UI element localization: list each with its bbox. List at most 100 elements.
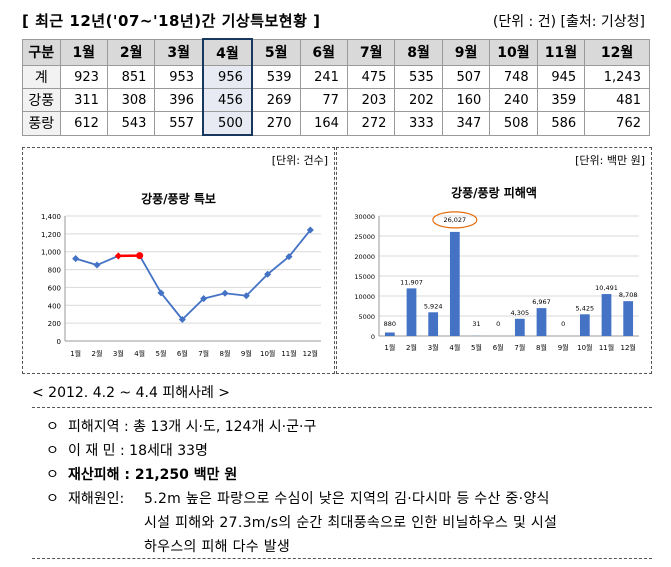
- table-cell: 500: [202, 111, 253, 136]
- series-line: [75, 229, 312, 321]
- x-tick-label: 2월: [92, 349, 103, 358]
- case-value: 총 13개 시·도, 124개 시·군·구: [133, 419, 317, 435]
- column-header: 3월: [154, 38, 204, 66]
- table-cell: 543: [106, 111, 156, 136]
- bullet: ㅇ: [46, 419, 59, 435]
- row-header: 계: [22, 65, 61, 89]
- data-point: [221, 289, 229, 297]
- x-tick-label: 1월: [70, 349, 81, 358]
- warnings-line-chart: 0 200 400 600 800 1,000 1,200 1,400 1월 2월 3월 4월 5월 6월…: [41, 213, 321, 358]
- data-label: 11,907: [400, 278, 423, 286]
- case-label: 피해지역 :: [68, 419, 129, 435]
- highlight-ellipse: [432, 211, 478, 229]
- table-cell: 272: [346, 111, 396, 136]
- cause-text-line: 5.2m 높은 파랑으로 수심이 낮은 지역의 김·다시마 등 수산 중·양식: [144, 491, 550, 507]
- bar: [406, 288, 417, 336]
- column-header: 구분: [22, 38, 61, 66]
- table-cell: 612: [59, 111, 108, 136]
- column-header: 1월: [59, 38, 108, 66]
- case-item-victims: ㅇ 이 재 민 : 18세대 33명: [46, 440, 208, 460]
- table-cell: 535: [394, 65, 443, 89]
- divider: [32, 558, 652, 559]
- damage-chart-panel: [단위: 백만 원] 강풍/풍랑 피해액 0 5000 10000 15000 2000…: [336, 147, 652, 374]
- table-cell: 241: [299, 65, 348, 89]
- row-header: 강풍: [22, 88, 61, 112]
- y-tick-label: 30000: [354, 213, 375, 221]
- bar: [449, 231, 460, 336]
- table-cell: 333: [394, 111, 443, 136]
- x-tick-label: 9월: [241, 349, 252, 358]
- column-header: 11월: [536, 38, 586, 66]
- y-tick-label: 800: [48, 267, 61, 275]
- chart-unit-label: [단위: 백만 원]: [575, 154, 645, 167]
- x-tick-label: 4월: [134, 349, 145, 358]
- y-tick-label: 0: [371, 333, 375, 341]
- x-tick-label: 8월: [536, 343, 547, 352]
- cases-header: < 2012. 4.2 ~ 4.4 피해사례 >: [32, 385, 231, 401]
- table-cell: 748: [489, 65, 538, 89]
- table-cell: 507: [441, 65, 491, 89]
- column-header: 2월: [106, 38, 156, 66]
- row-header: 풍랑: [22, 111, 61, 136]
- column-header: 5월: [251, 38, 301, 66]
- x-tick-label: 6월: [493, 343, 504, 352]
- table-cell: 586: [536, 111, 586, 136]
- table-cell: 851: [106, 65, 156, 89]
- unit-source-label: (단위 : 건) [출처: 기상청]: [492, 14, 645, 30]
- table-cell: 923: [59, 65, 108, 89]
- y-tick-label: 1,200: [41, 231, 61, 239]
- column-header: 6월: [299, 38, 348, 66]
- table-cell: 311: [59, 88, 108, 112]
- bar: [384, 332, 395, 336]
- table-cell: 475: [346, 65, 396, 89]
- case-label: 이 재 민 :: [68, 443, 125, 459]
- case-label: 재해원인:: [68, 491, 125, 507]
- bullet: ㅇ: [46, 467, 59, 483]
- y-tick-label: 15000: [354, 273, 375, 281]
- case-item-region: ㅇ 피해지역 : 총 13개 시·도, 124개 시·군·구: [46, 416, 316, 436]
- y-tick-label: 600: [48, 284, 61, 292]
- table-cell: 308: [106, 88, 156, 112]
- table-cell: 347: [441, 111, 491, 136]
- x-tick-label: 12월: [620, 343, 635, 352]
- cause-text-line: 시설 피해와 27.3m/s의 순간 최대풍속으로 인한 비닐하우스 및 시설: [144, 515, 558, 531]
- data-label: 0: [561, 320, 565, 328]
- table-cell: 270: [251, 111, 301, 136]
- data-point: [200, 295, 208, 303]
- table-header-row: 구분 1월 2월 3월 4월 5월 6월 7월 8월 9월 10월 11월 12…: [22, 38, 650, 66]
- data-point: [157, 289, 165, 297]
- chart-title: 강풍/풍랑 특보: [141, 192, 216, 206]
- case-value: 21,250 백만 원: [134, 467, 238, 483]
- column-header: 10월: [489, 38, 538, 66]
- data-label: 4,305: [511, 309, 530, 317]
- column-header: 8월: [394, 38, 443, 66]
- data-label: 10,491: [595, 284, 618, 292]
- x-tick-label: 4월: [449, 343, 460, 352]
- column-header: 7월: [346, 38, 396, 66]
- y-tick-label: 20000: [354, 253, 375, 261]
- case-label: 재산피해 :: [68, 467, 130, 483]
- bar: [428, 312, 439, 336]
- chart-unit-label: [단위: 건수]: [271, 154, 328, 167]
- case-item-cause: ㅇ 재해원인:: [46, 488, 124, 508]
- y-tick-label: 200: [48, 320, 61, 328]
- y-tick-label: 400: [48, 302, 61, 310]
- table-cell: 953: [154, 65, 204, 89]
- x-tick-label: 6월: [177, 349, 188, 358]
- cause-text-line: 하우스의 피해 다수 발생: [144, 539, 291, 555]
- x-tick-label: 1월: [384, 343, 395, 352]
- x-tick-label: 10월: [577, 343, 592, 352]
- bar: [601, 294, 612, 336]
- x-tick-label: 2월: [406, 343, 417, 352]
- x-tick-label: 7월: [514, 343, 525, 352]
- x-tick-label: 8월: [220, 349, 231, 358]
- table-row: 강풍 311 308 396 456 269 77 203 202 160 24…: [22, 88, 650, 112]
- table-cell: 164: [299, 111, 348, 136]
- table-cell: 359: [536, 88, 586, 112]
- y-tick-label: 1,400: [41, 213, 61, 221]
- data-point: [136, 252, 144, 260]
- table-row: 풍랑 612 543 557 500 270 164 272 333 347 5…: [22, 111, 650, 136]
- data-point: [242, 292, 250, 300]
- warning-stats-table: 구분 1월 2월 3월 4월 5월 6월 7월 8월 9월 10월 11월 12…: [22, 38, 650, 136]
- table-cell: 160: [441, 88, 491, 112]
